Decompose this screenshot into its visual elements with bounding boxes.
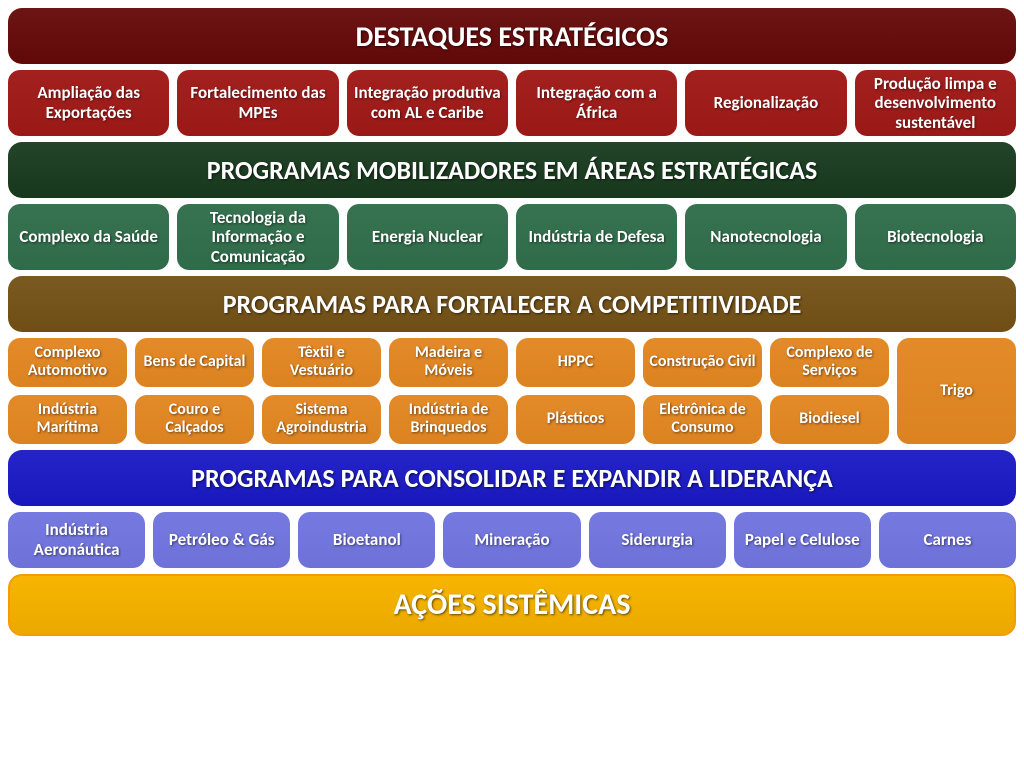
tile-producao-limpa: Produção limpa e desenvolvimento sustent… [855, 70, 1016, 136]
tile-biodiesel: Biodiesel [770, 395, 889, 444]
row-competitividade-grid: Complexo Automotivo Indústria Marítima B… [8, 338, 1016, 444]
tile-papel: Papel e Celulose [734, 512, 871, 568]
banner-lideranca: PROGRAMAS PARA CONSOLIDAR E EXPANDIR A L… [8, 450, 1016, 506]
tile-mpes: Fortalecimento das MPEs [177, 70, 338, 136]
tile-aeronautica: Indústria Aeronáutica [8, 512, 145, 568]
tile-mineracao: Mineração [443, 512, 580, 568]
tile-plasticos: Plásticos [516, 395, 635, 444]
row-mobilizadores: Complexo da Saúde Tecnologia da Informaç… [8, 204, 1016, 270]
row-destaques: Ampliação das Exportações Fortalecimento… [8, 70, 1016, 136]
tile-madeira: Madeira e Móveis [389, 338, 508, 387]
tile-integracao-al: Integração produtiva com AL e Caribe [347, 70, 508, 136]
tile-trigo: Trigo [897, 338, 1016, 444]
col-6: Complexo de Serviços Biodiesel [770, 338, 889, 444]
tile-regionalizacao: Regionalização [685, 70, 846, 136]
tile-siderurgia: Siderurgia [589, 512, 726, 568]
col-4: HPPC Plásticos [516, 338, 635, 444]
tile-agroindustria: Sistema Agroindustria [262, 395, 381, 444]
col-0: Complexo Automotivo Indústria Marítima [8, 338, 127, 444]
col-1: Bens de Capital Couro e Calçados [135, 338, 254, 444]
tile-maritima: Indústria Marítima [8, 395, 127, 444]
tile-hppc: HPPC [516, 338, 635, 387]
tile-carnes: Carnes [879, 512, 1016, 568]
col-5: Construção Civil Eletrônica de Consumo [643, 338, 762, 444]
col-2: Têxtil e Vestuário Sistema Agroindustria [262, 338, 381, 444]
tile-bioetanol: Bioetanol [298, 512, 435, 568]
tile-servicos: Complexo de Serviços [770, 338, 889, 387]
tile-tic: Tecnologia da Informação e Comunicação [177, 204, 338, 270]
tile-energia-nuclear: Energia Nuclear [347, 204, 508, 270]
tile-saude: Complexo da Saúde [8, 204, 169, 270]
banner-competitividade: PROGRAMAS PARA FORTALECER A COMPETITIVID… [8, 276, 1016, 332]
tile-automotivo: Complexo Automotivo [8, 338, 127, 387]
col-3: Madeira e Móveis Indústria de Brinquedos [389, 338, 508, 444]
tile-exportacoes: Ampliação das Exportações [8, 70, 169, 136]
banner-destaques: DESTAQUES ESTRATÉGICOS [8, 8, 1016, 64]
tile-construcao: Construção Civil [643, 338, 762, 387]
tile-bens-capital: Bens de Capital [135, 338, 254, 387]
tile-brinquedos: Indústria de Brinquedos [389, 395, 508, 444]
tile-nanotecnologia: Nanotecnologia [685, 204, 846, 270]
tile-textil: Têxtil e Vestuário [262, 338, 381, 387]
tile-integracao-africa: Integração com a África [516, 70, 677, 136]
banner-sistemicas: AÇÕES SISTÊMICAS [8, 574, 1016, 636]
tile-couro: Couro e Calçados [135, 395, 254, 444]
banner-mobilizadores: PROGRAMAS MOBILIZADORES EM ÁREAS ESTRATÉ… [8, 142, 1016, 198]
row-lideranca: Indústria Aeronáutica Petróleo & Gás Bio… [8, 512, 1016, 568]
tile-biotecnologia: Biotecnologia [855, 204, 1016, 270]
tile-petroleo: Petróleo & Gás [153, 512, 290, 568]
col-7: Trigo [897, 338, 1016, 444]
tile-eletronica: Eletrônica de Consumo [643, 395, 762, 444]
tile-defesa: Indústria de Defesa [516, 204, 677, 270]
